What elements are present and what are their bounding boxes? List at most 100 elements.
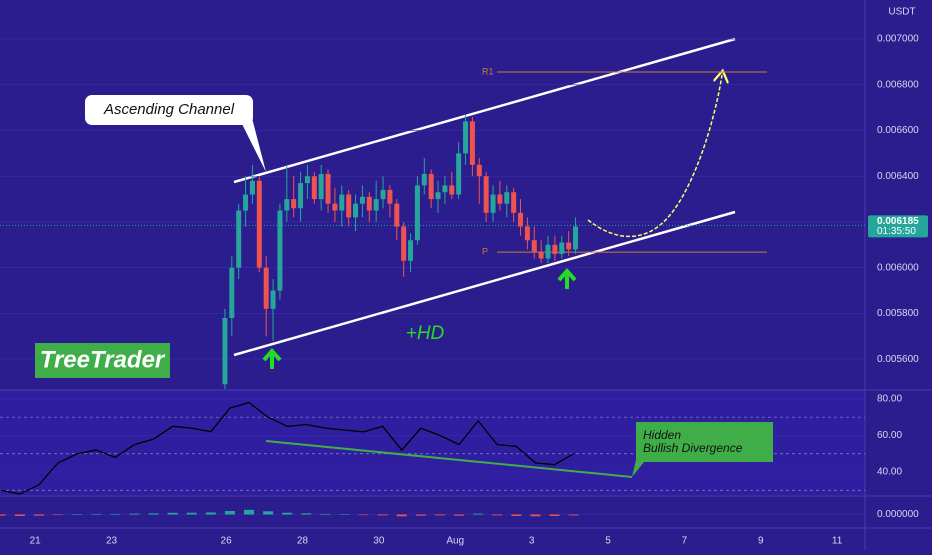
- macd-bar: [129, 513, 140, 515]
- candle-body: [469, 121, 475, 165]
- candle-body: [573, 226, 579, 250]
- macd-bar: [530, 514, 541, 517]
- divergence-label: Bullish Divergence: [643, 441, 743, 455]
- up-arrow: [262, 347, 282, 369]
- macd-bar: [14, 514, 25, 516]
- candle-body: [401, 226, 407, 261]
- price-badge-label: 0.006185: [877, 216, 919, 227]
- x-tick-label: 5: [605, 536, 611, 547]
- hd-label: +HD: [406, 323, 445, 344]
- x-tick-label: Aug: [446, 536, 464, 547]
- candle-body: [421, 173, 427, 186]
- candle-body: [456, 153, 462, 195]
- macd-bar: [492, 514, 503, 516]
- y-tick-label: 80.00: [877, 394, 902, 405]
- x-tick-label: 3: [529, 536, 535, 547]
- channel-label: Ascending Channel: [103, 101, 235, 118]
- macd-bar: [282, 512, 293, 515]
- candle-body: [442, 185, 448, 193]
- candle-body: [270, 290, 276, 309]
- candle-body: [359, 196, 365, 204]
- price-badge: [868, 215, 928, 238]
- y-tick-label: 60.00: [877, 430, 902, 441]
- macd-bar: [358, 514, 369, 516]
- macd-bar: [434, 514, 445, 516]
- candle-body: [366, 196, 372, 211]
- candle-body: [435, 192, 441, 200]
- candle-body: [263, 267, 269, 309]
- candle-body: [243, 194, 249, 211]
- macd-bar: [473, 513, 484, 515]
- candle-body: [346, 194, 352, 218]
- channel-line: [233, 37, 736, 184]
- macd-bar: [301, 513, 312, 515]
- macd-bar: [110, 513, 121, 515]
- divergence-label: Hidden: [643, 428, 681, 442]
- x-tick-label: 7: [682, 536, 688, 547]
- candle-body: [449, 185, 455, 195]
- macd-bar: [91, 513, 102, 515]
- brand: TreeTrader: [40, 346, 166, 373]
- candle-body: [497, 194, 503, 204]
- candle-body: [511, 192, 517, 213]
- y-tick-label: 0.006800: [877, 79, 919, 90]
- candle-body: [332, 203, 338, 211]
- candle-body: [249, 180, 255, 195]
- x-tick-label: 11: [832, 536, 843, 547]
- projection-arrow: [587, 75, 722, 238]
- candle-body: [552, 244, 558, 254]
- macd-bar: [0, 514, 6, 516]
- candle-body: [538, 251, 544, 259]
- macd-bar: [454, 514, 465, 516]
- macd-bar: [53, 514, 64, 516]
- channel-line: [233, 210, 736, 357]
- candle-body: [394, 203, 400, 227]
- candle-body: [256, 180, 262, 268]
- x-tick-label: 9: [758, 536, 764, 547]
- candle-body: [222, 317, 228, 385]
- macd-bar: [243, 509, 254, 515]
- macd-bar: [72, 514, 83, 515]
- candle-body: [325, 173, 331, 204]
- candle-body: [428, 173, 434, 200]
- pivot-label: P: [482, 247, 488, 257]
- y-tick-label: 0.006400: [877, 171, 919, 182]
- candle-body: [311, 176, 317, 200]
- macd-bar: [33, 514, 44, 516]
- candle-body: [353, 203, 359, 218]
- macd-bar: [377, 514, 388, 516]
- divergence-line: [265, 440, 633, 478]
- candle-body: [284, 199, 290, 211]
- y-tick-label: 0.006000: [877, 262, 919, 273]
- y-tick-label: 0.005800: [877, 308, 919, 319]
- y-tick-label: 40.00: [877, 467, 902, 478]
- countdown: 01:35:50: [877, 226, 916, 237]
- candle-body: [463, 121, 469, 154]
- macd-bar: [339, 514, 350, 515]
- candle-body: [566, 242, 572, 250]
- pivot-label: R1: [482, 66, 494, 76]
- macd-bar: [568, 514, 579, 516]
- macd-bar: [167, 512, 178, 515]
- brand-box: [35, 343, 170, 378]
- macd-bar: [224, 511, 235, 515]
- candle-body: [545, 244, 551, 259]
- candle-body: [229, 267, 235, 318]
- candle-body: [380, 189, 386, 200]
- y-tick-label: 0.007000: [877, 34, 919, 45]
- macd-bar: [263, 511, 274, 515]
- candle-body: [339, 194, 345, 211]
- candle-body: [304, 176, 310, 184]
- candle-body: [524, 226, 530, 241]
- candle-body: [236, 210, 242, 268]
- macd-bar: [148, 513, 159, 515]
- candle-body: [408, 240, 414, 261]
- macd-bar: [205, 512, 216, 515]
- callout-tail: [240, 118, 266, 172]
- unit-label: USDT: [888, 7, 915, 18]
- macd-bar: [511, 514, 522, 516]
- x-tick-label: 23: [106, 536, 118, 547]
- rsi-line: [0, 401, 574, 495]
- candle-body: [298, 183, 304, 209]
